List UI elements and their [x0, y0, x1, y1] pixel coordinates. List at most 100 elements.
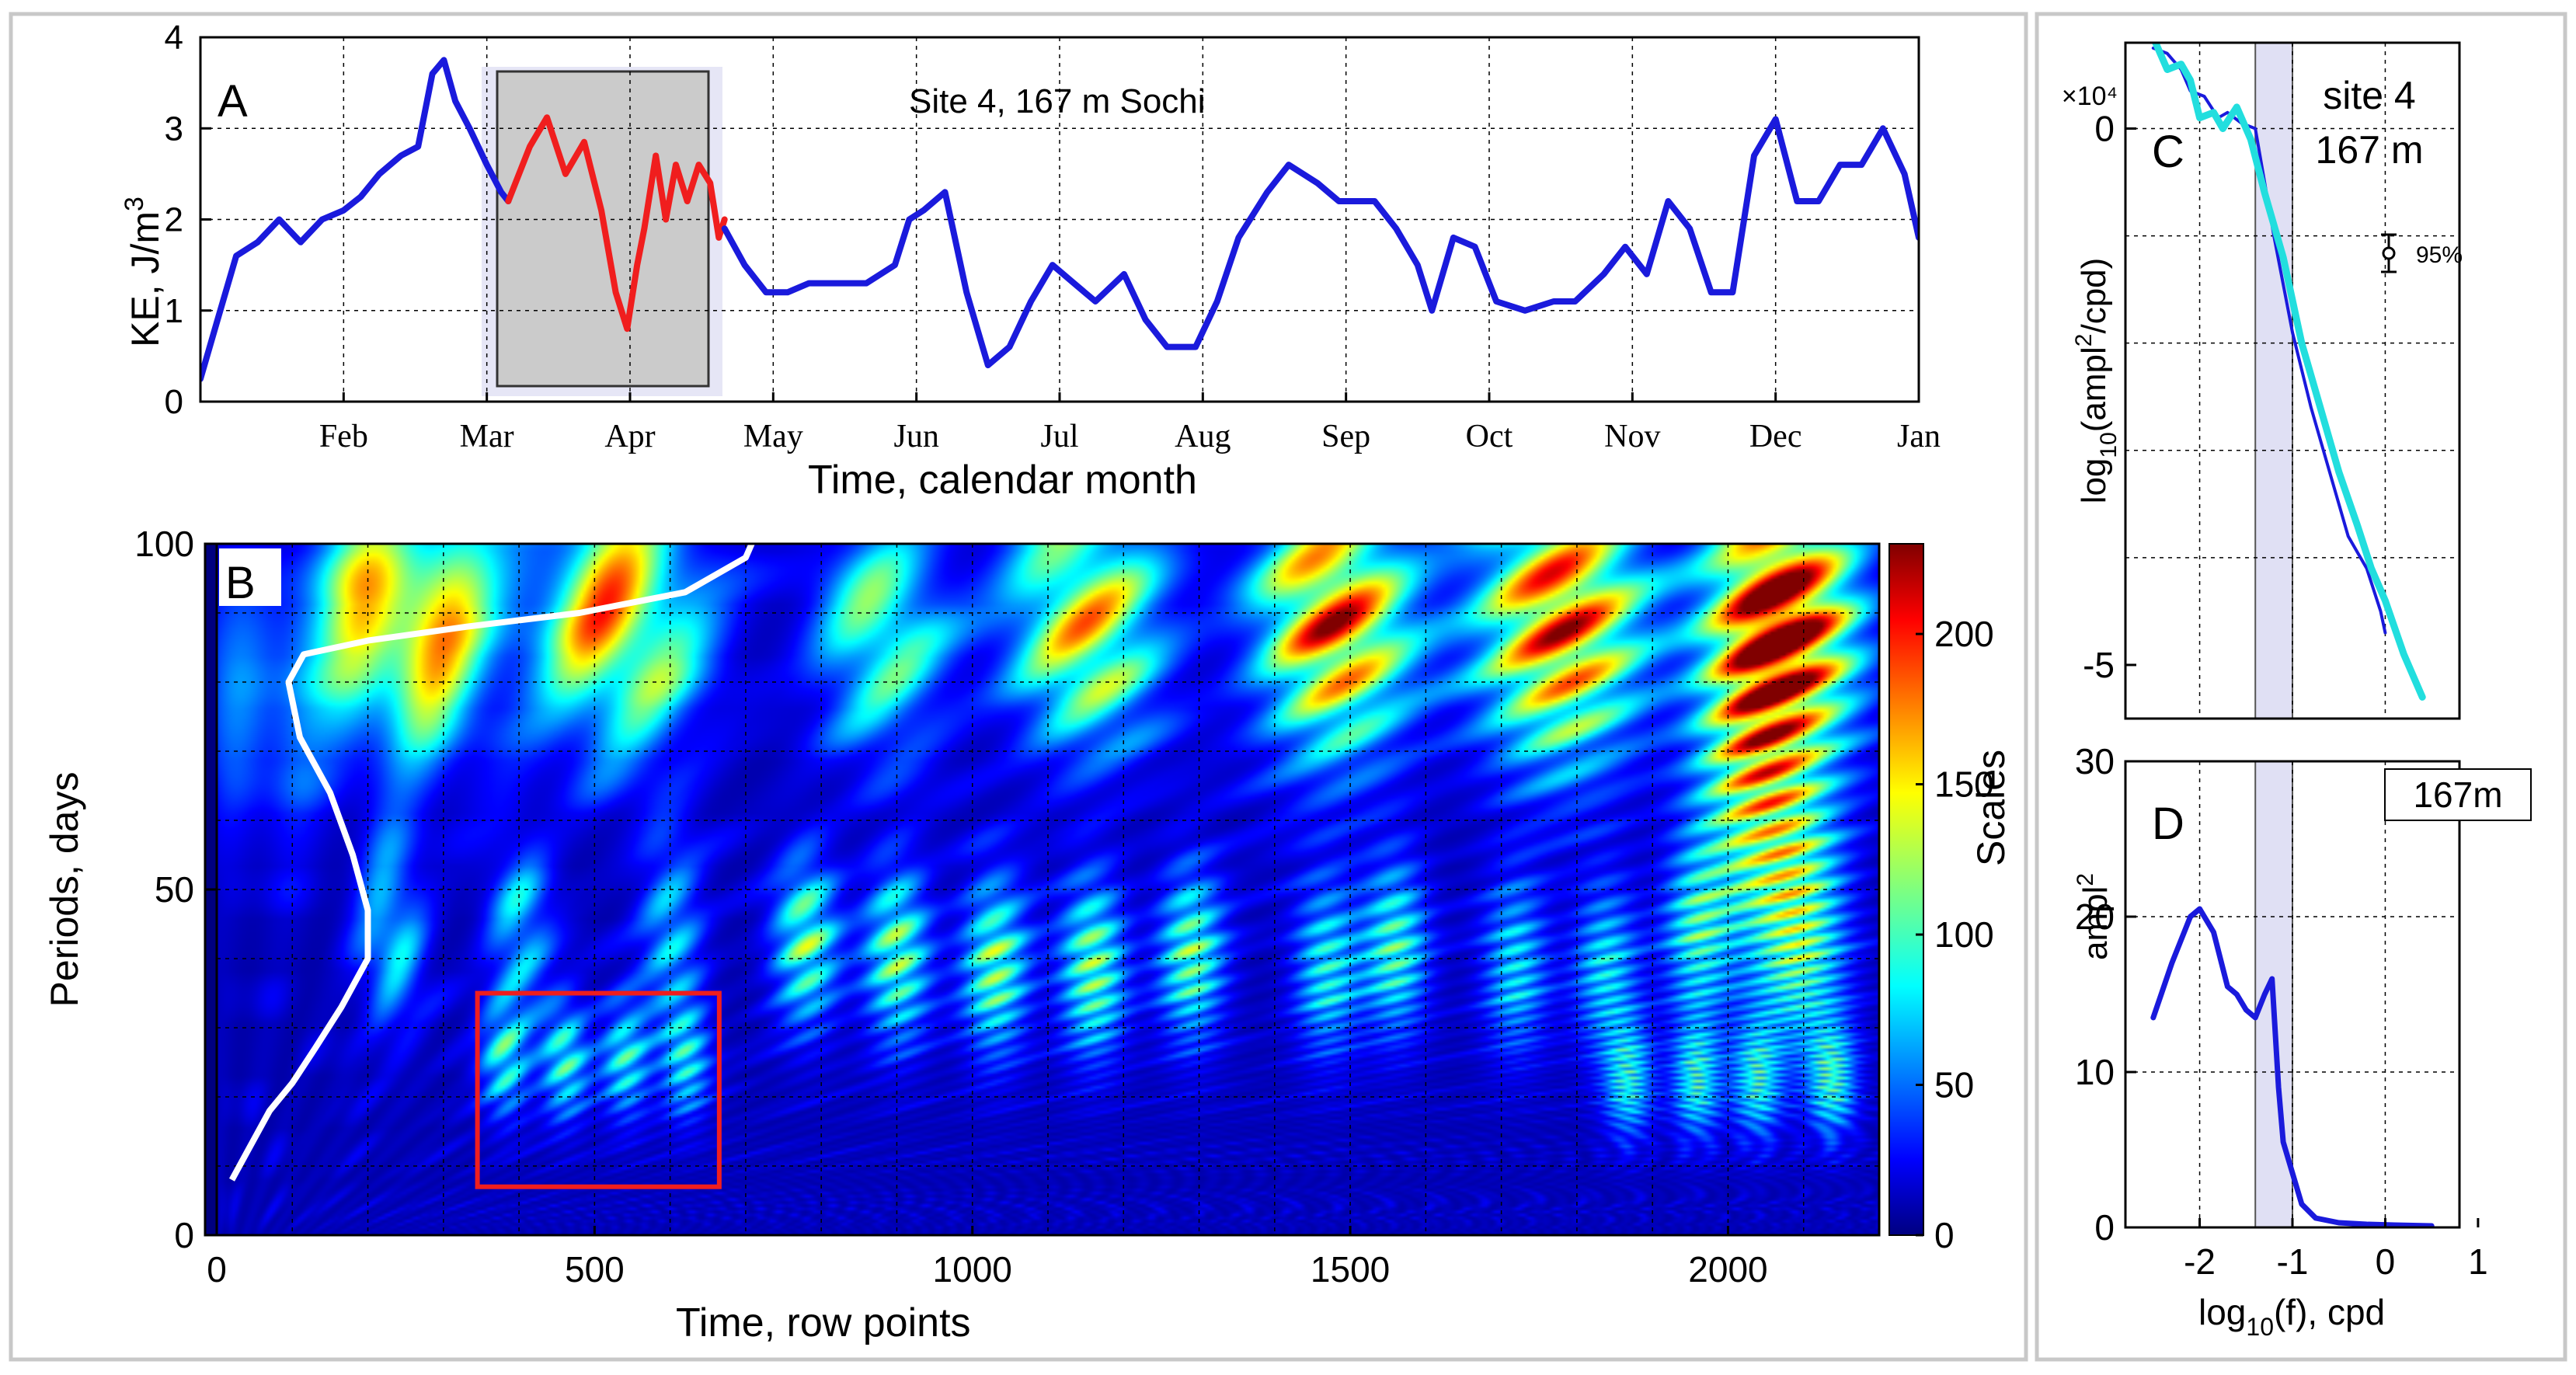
- d-xlabel-log: log: [2198, 1292, 2246, 1332]
- x-tick-label: -2: [2184, 1241, 2216, 1282]
- month-label: Dec: [1749, 419, 1802, 454]
- y-tick-label: 100: [134, 524, 194, 564]
- month-label: Nov: [1604, 419, 1660, 454]
- x-tick-label: 0: [207, 1249, 227, 1290]
- panel-a-ylabel: KE, J/m3: [120, 197, 167, 347]
- ticks-d: 0 10 20 30 -2 -1 0 1: [2075, 741, 2488, 1282]
- white-curve: [228, 544, 756, 1182]
- ke-series: [200, 57, 512, 382]
- c-ylabel-log: log: [2075, 458, 2113, 504]
- panel-d-letter: D: [2152, 799, 2184, 849]
- ke-series: [721, 116, 1919, 369]
- grid-a: [200, 37, 1919, 402]
- panel-a-ylabel-main: KE, J/m: [124, 211, 167, 347]
- panel-a-xlabel: Time, calendar month: [808, 458, 1197, 503]
- right-frame: [2035, 12, 2567, 1362]
- y-tick-label: -5: [2083, 645, 2115, 685]
- panel-a-ylabel-sup: 3: [120, 197, 149, 211]
- y-tick-label: 2: [165, 201, 183, 239]
- x-tick-label: 1: [2468, 1241, 2488, 1282]
- panel-c: -5 0 ×10⁴ C site 4 167 m 95% log10(ampl2/…: [2062, 41, 2463, 720]
- shaded-band-c: [2254, 42, 2293, 719]
- colorbar-tick-label: 0: [1934, 1215, 1955, 1255]
- y-tick-label: 10: [2075, 1052, 2115, 1092]
- x-tick-label: 2000: [1688, 1249, 1767, 1290]
- month-label: Mar: [460, 419, 514, 454]
- panel-b-letter-bg: [219, 548, 281, 606]
- y-tick-label: 1: [165, 292, 183, 330]
- month-label: May: [743, 419, 803, 454]
- y-tick-label: 4: [165, 19, 183, 57]
- d-ylabel-sup: 2: [2073, 873, 2098, 886]
- month-label: Jan: [1897, 419, 1941, 454]
- lines-a: [200, 57, 1919, 382]
- colorbar-tick-label: 200: [1934, 614, 1994, 654]
- c-ylabel-sub: 10: [2096, 432, 2122, 458]
- grid-b: [217, 544, 1879, 1235]
- spectrum-smoothed: [2151, 43, 2426, 701]
- y-tick-label: 0: [174, 1215, 194, 1255]
- c-ylabel-sup: 2: [2071, 334, 2097, 347]
- confidence-label: 95%: [2416, 242, 2463, 268]
- month-label: Oct: [1466, 419, 1513, 454]
- panel-d-ylabel: ampl2: [2073, 873, 2115, 960]
- panel-b-ylabel: Periods, days: [43, 772, 86, 1008]
- panel-c-letter: C: [2152, 127, 2184, 177]
- panel-a-title: Site 4, 167 m Sochi: [909, 82, 1206, 120]
- y-tick-label: 0: [2094, 108, 2115, 148]
- panel-d-label-box: [2384, 768, 2532, 821]
- month-label: Sep: [1321, 419, 1370, 454]
- panel-b-letter: B: [225, 558, 256, 608]
- y-tick-label: 0: [2094, 1207, 2115, 1248]
- colorbar: [1888, 543, 1924, 1236]
- colorbar-tick-label: 100: [1934, 914, 1994, 955]
- x-tick-label: 1000: [933, 1249, 1012, 1290]
- d-xlabel-rest: (f), cpd: [2274, 1292, 2385, 1332]
- panel-c-title-line1: site 4: [2323, 74, 2416, 117]
- y-tick-label: 3: [165, 110, 183, 148]
- d-ylabel-ampl: ampl: [2076, 886, 2115, 960]
- ticks-b: 0 500 1000 1500 2000 0 50 100: [134, 524, 1767, 1290]
- ampl-series: [2150, 906, 2435, 1227]
- x-tick-label: 1500: [1311, 1249, 1390, 1290]
- panel-b-xlabel: Time, row points: [676, 1300, 971, 1345]
- c-ylabel-rest: /cpd): [2075, 258, 2113, 334]
- colorbar-tick-label: 150: [1934, 764, 1994, 805]
- colorbar-label: Scales: [1969, 750, 2013, 866]
- c-ylabel-ampl: (ampl: [2075, 346, 2113, 432]
- panel-a: 0 1 2 3 4 Feb Mar Apr May Jun Jul Aug Sep Oct Nov Dec Ja…: [120, 19, 1941, 503]
- overlay-b: [228, 544, 756, 1182]
- y-tick-label: 0: [165, 383, 183, 421]
- x-tick-label: 500: [565, 1249, 625, 1290]
- c-multiplier: ×10⁴: [2062, 82, 2118, 111]
- confidence-marker: [2381, 233, 2397, 273]
- left-frame: [9, 12, 2028, 1362]
- colorbar-tick-label: 50: [1934, 1065, 1974, 1105]
- lines-c: [2151, 43, 2426, 701]
- month-label: Jun: [893, 419, 938, 454]
- ticks-a: 0 1 2 3 4 Feb Mar Apr May Jun Jul Aug Sep Oct Nov Dec Ja…: [165, 19, 1941, 454]
- spectrum-raw: [2151, 46, 2387, 635]
- panel-c-ylabel: log10(ampl2/cpd): [2071, 258, 2122, 504]
- panel-c-title-line2: 167 m: [2316, 128, 2424, 172]
- d-xlabel-sub: 10: [2246, 1313, 2274, 1341]
- y-tick-label: 30: [2075, 741, 2115, 781]
- grid-c: [2125, 43, 2459, 719]
- colorbar-ticks: 0 50 100 150 200: [1916, 614, 1994, 1255]
- highlight-box: [475, 990, 722, 1189]
- month-label: Aug: [1175, 419, 1231, 454]
- x-tick-label: -1: [2277, 1241, 2309, 1282]
- month-label: Apr: [604, 419, 655, 454]
- grid-d: [2125, 761, 2459, 1227]
- ke-series-selected: [505, 114, 728, 332]
- y-tick-label: 20: [2075, 896, 2115, 937]
- y-tick-label: 50: [155, 869, 194, 910]
- panel-d-xlabel: log10(f), cpd: [2198, 1292, 2385, 1341]
- x-tick-label: 0: [2376, 1241, 2396, 1282]
- panel-a-letter: A: [218, 76, 248, 127]
- month-label: Jul: [1040, 419, 1078, 454]
